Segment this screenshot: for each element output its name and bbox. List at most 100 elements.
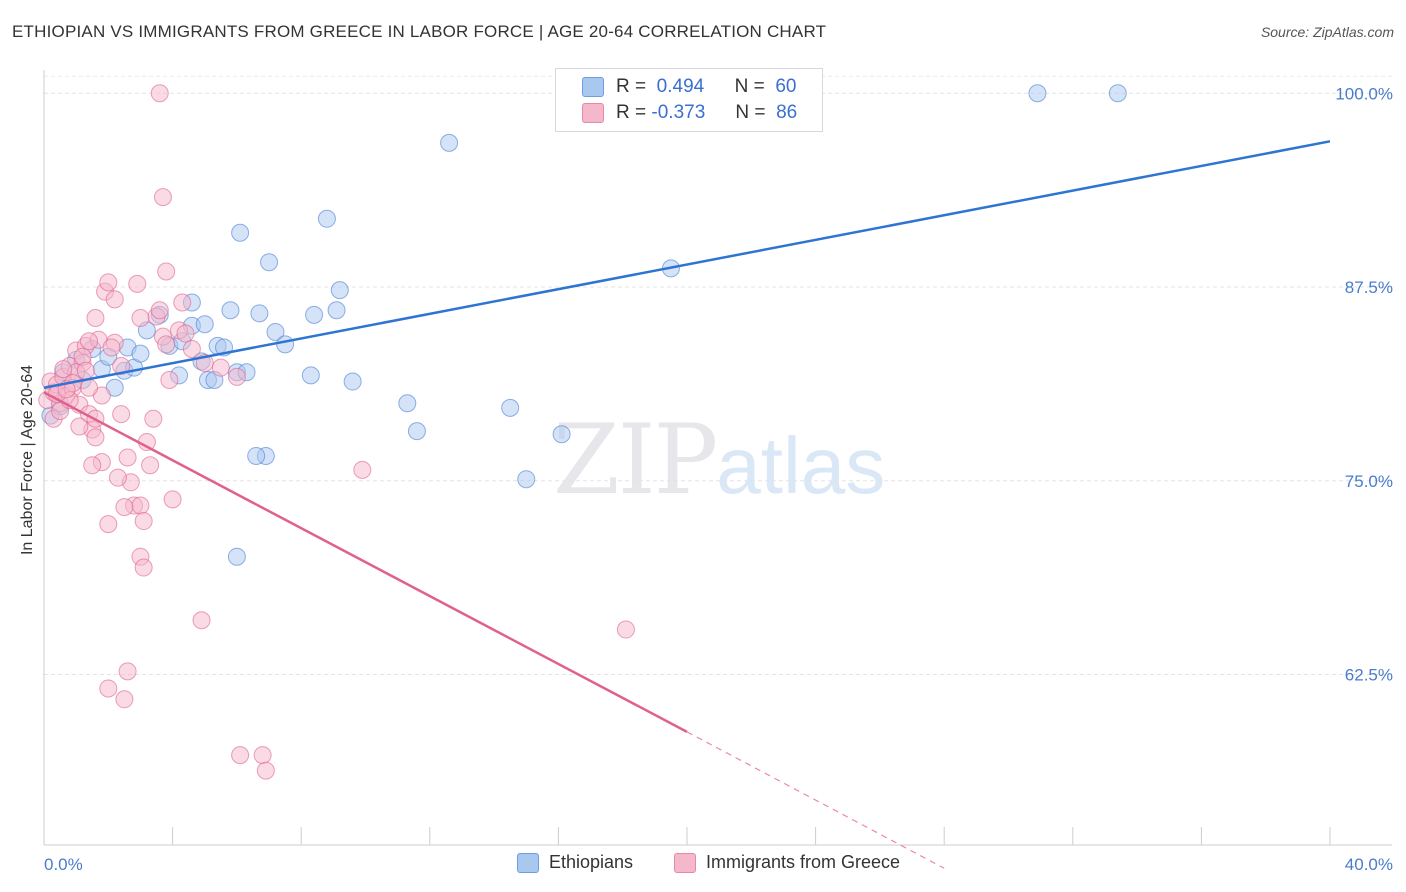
point-greece	[131, 309, 150, 327]
point-ethiopians	[266, 322, 285, 341]
point-greece	[80, 378, 99, 397]
point-greece	[163, 490, 182, 509]
r-value-greece: -0.373	[651, 102, 706, 123]
point-greece	[112, 357, 131, 376]
legend-swatch-ethiopians	[517, 852, 539, 873]
r-value-ethiopians: 0.494	[656, 76, 705, 97]
point-ethiopians	[260, 253, 279, 272]
source-credit: Source: ZipAtlas.com	[1260, 24, 1394, 40]
point-greece	[118, 448, 137, 467]
point-ethiopians	[501, 398, 520, 417]
series-legend: Ethiopians Immigrants from Greece	[0, 852, 1406, 878]
point-greece	[86, 428, 105, 447]
legend-label-ethiopians: Ethiopians	[549, 852, 634, 872]
point-greece	[134, 558, 153, 577]
r-label: R =	[616, 76, 647, 97]
x-tick-label: 40.0%	[1345, 855, 1393, 874]
point-greece	[115, 498, 134, 517]
point-greece	[128, 274, 147, 293]
legend-item-greece[interactable]: Immigrants from Greece	[674, 852, 900, 873]
trendline-greece	[43, 391, 688, 733]
stats-legend: R = 0.494 N = 60 R = -0.373 N = 86	[555, 68, 823, 132]
stats-legend-row-greece: R = -0.373 N = 86	[582, 101, 797, 125]
point-ethiopians	[398, 394, 417, 413]
point-greece	[102, 338, 121, 357]
n-value-greece: 86	[776, 102, 798, 123]
legend-label-greece: Immigrants from Greece	[706, 852, 901, 872]
point-greece	[83, 456, 102, 475]
point-greece	[182, 340, 201, 358]
y-tick-label: 75.0%	[1345, 472, 1393, 491]
point-greece	[80, 332, 99, 351]
point-ethiopians	[231, 223, 250, 242]
legend-swatch-greece	[582, 103, 604, 123]
point-ethiopians	[247, 446, 266, 465]
point-greece	[86, 309, 105, 327]
watermark: ZIPatlas	[553, 404, 885, 516]
point-ethiopians	[221, 301, 240, 320]
point-ethiopians	[440, 133, 459, 152]
x-tick-label: 0.0%	[44, 855, 83, 874]
point-greece	[153, 188, 172, 207]
y-tick-label: 62.5%	[1345, 666, 1393, 685]
trendline-ethiopians	[43, 140, 1331, 389]
point-greece	[157, 335, 176, 354]
point-ethiopians	[317, 209, 336, 228]
point-greece	[99, 273, 118, 292]
point-greece	[99, 515, 118, 534]
point-ethiopians	[131, 344, 150, 363]
point-ethiopians	[276, 335, 295, 354]
point-greece	[253, 746, 272, 765]
point-greece	[131, 496, 150, 515]
point-greece	[54, 360, 73, 379]
chart-title: ETHIOPIAN VS IMMIGRANTS FROM GREECE IN L…	[12, 22, 827, 41]
point-ethiopians	[330, 281, 349, 300]
point-greece	[70, 417, 89, 436]
point-ethiopians	[250, 304, 269, 323]
watermark-atlas: atlas	[716, 421, 886, 510]
point-greece	[141, 456, 160, 475]
legend-swatch-greece	[674, 852, 696, 873]
n-label: N =	[735, 102, 766, 123]
point-ethiopians	[517, 470, 536, 489]
point-greece	[176, 324, 195, 343]
point-ethiopians	[227, 547, 246, 566]
point-greece	[231, 746, 250, 765]
point-greece	[157, 262, 176, 281]
point-ethiopians	[305, 305, 324, 324]
point-ethiopians	[1028, 84, 1047, 103]
point-ethiopians	[552, 425, 571, 444]
point-greece	[112, 405, 131, 424]
point-greece	[256, 761, 275, 780]
point-greece	[211, 358, 230, 377]
legend-item-ethiopians[interactable]: Ethiopians	[517, 852, 633, 873]
point-greece	[76, 361, 95, 380]
point-ethiopians	[1108, 84, 1127, 103]
point-ethiopians	[343, 372, 362, 391]
watermark-zip: ZIP	[553, 404, 718, 516]
point-greece	[105, 290, 124, 309]
point-greece	[115, 690, 134, 709]
n-label: N =	[734, 76, 765, 97]
point-greece	[616, 620, 635, 639]
point-greece	[160, 371, 179, 389]
point-greece	[173, 293, 192, 312]
stats-legend-row-ethiopians: R = 0.494 N = 60	[582, 75, 796, 99]
point-greece	[99, 679, 118, 698]
point-greece	[108, 468, 127, 487]
y-tick-label: 87.5%	[1345, 278, 1393, 297]
point-ethiopians	[301, 366, 320, 385]
point-greece	[353, 460, 372, 479]
point-greece	[144, 409, 163, 428]
legend-swatch-ethiopians	[582, 77, 604, 97]
y-tick-label: 100.0%	[1335, 84, 1393, 103]
r-label: R =	[616, 102, 647, 123]
point-greece	[134, 512, 153, 531]
point-ethiopians	[195, 315, 214, 334]
point-greece	[227, 367, 246, 386]
point-greece	[150, 84, 169, 103]
point-greece	[150, 301, 169, 320]
n-value-ethiopians: 60	[775, 76, 797, 97]
point-greece	[192, 611, 211, 630]
